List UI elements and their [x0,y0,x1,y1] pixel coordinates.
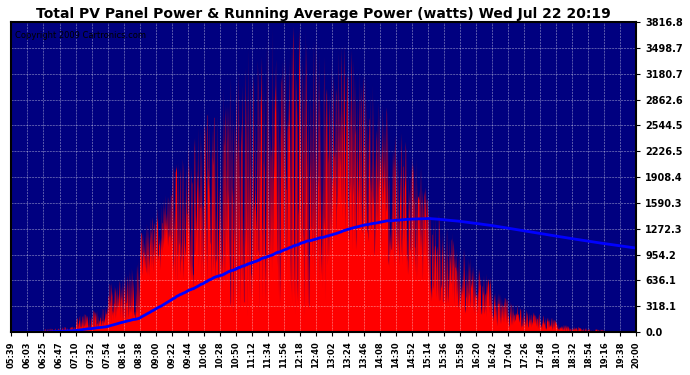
Text: Copyright 2009 Cartronics.com: Copyright 2009 Cartronics.com [14,32,146,40]
Title: Total PV Panel Power & Running Average Power (watts) Wed Jul 22 20:19: Total PV Panel Power & Running Average P… [37,7,611,21]
